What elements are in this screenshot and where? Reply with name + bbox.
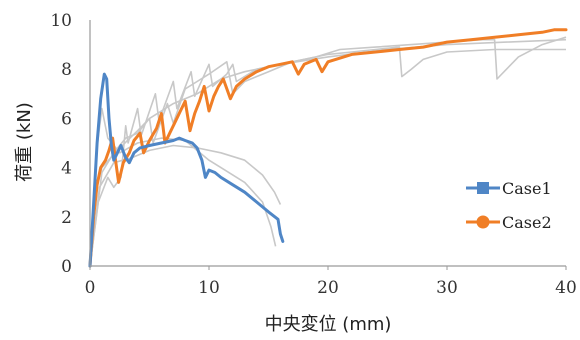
tick-labels: 0 10 20 30 40 0 2 4 6 8 10 <box>50 11 576 298</box>
reference-curves <box>89 36 567 267</box>
y-tick-label: 2 <box>61 208 72 228</box>
x-tick-label: 30 <box>436 278 458 298</box>
axes <box>89 20 567 270</box>
legend: Case1 Case2 <box>466 179 552 232</box>
x-tick-label: 10 <box>198 278 220 298</box>
legend-item-case1: Case1 <box>466 179 552 198</box>
reference-curve-1 <box>89 107 277 267</box>
y-tick-label: 8 <box>61 60 72 80</box>
y-tick-label: 10 <box>50 11 72 31</box>
x-axis-title: 中央変位 (mm) <box>265 314 392 335</box>
reference-curve-4 <box>89 36 567 267</box>
x-tick-label: 0 <box>85 278 96 298</box>
reference-curve-5 <box>89 38 567 267</box>
x-tick-label: 20 <box>317 278 339 298</box>
legend-item-case2: Case2 <box>466 213 552 232</box>
series-line-case2 <box>88 28 568 268</box>
reference-curve-2 <box>89 144 282 267</box>
reference-curve-3 <box>89 46 566 267</box>
series-line-case1 <box>88 72 285 268</box>
legend-marker-circle <box>476 215 490 229</box>
y-tick-label: 4 <box>61 159 72 179</box>
y-tick-label: 0 <box>61 257 72 277</box>
x-tick-label: 40 <box>555 278 577 298</box>
y-tick-label: 6 <box>61 109 72 129</box>
series-curves <box>88 28 568 268</box>
legend-label-case1: Case1 <box>502 179 552 198</box>
legend-label-case2: Case2 <box>502 213 552 232</box>
y-axis-title: 荷重 (kN) <box>14 102 35 182</box>
legend-marker-square <box>477 182 489 194</box>
